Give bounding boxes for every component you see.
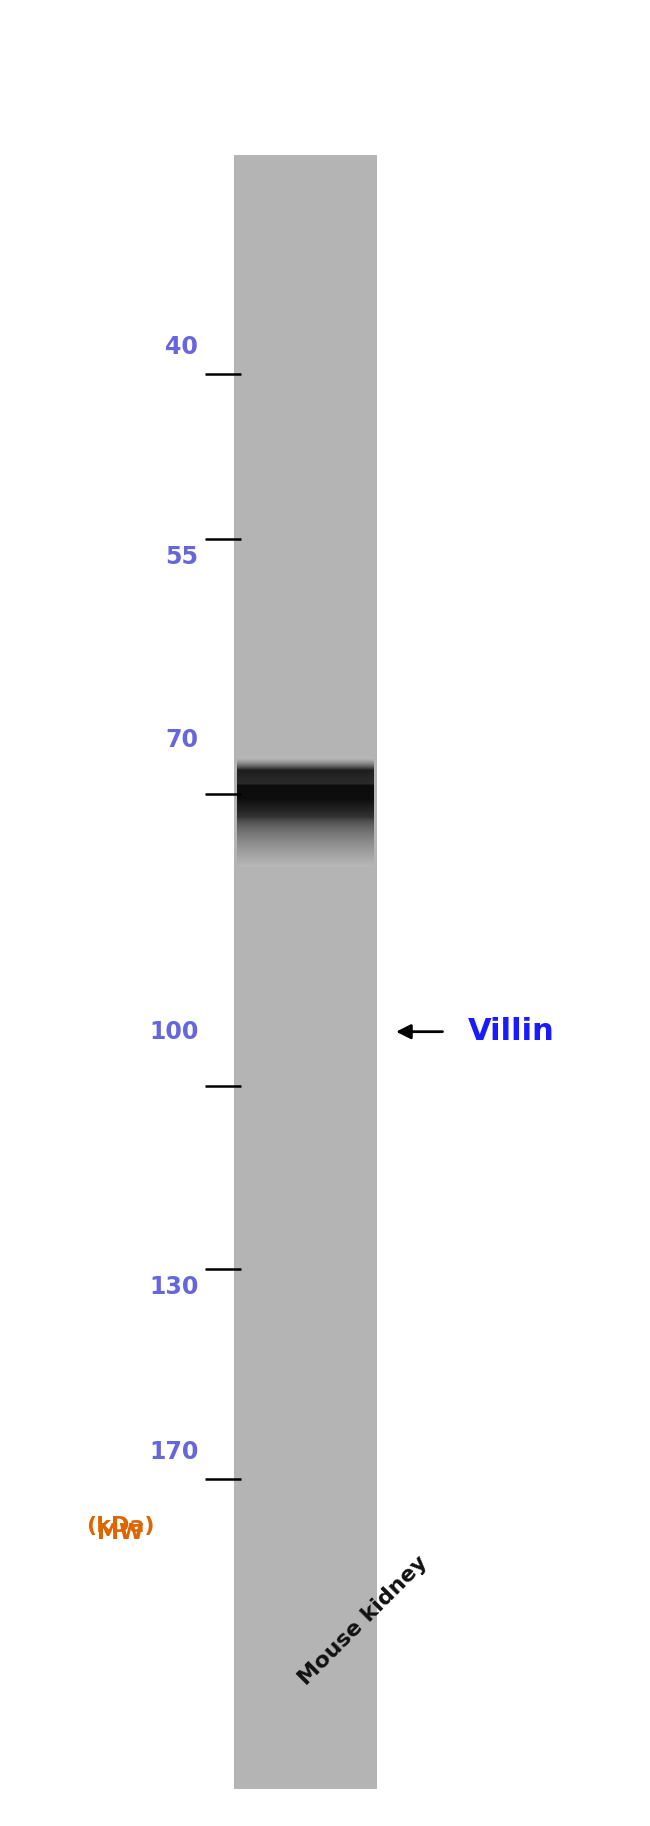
Text: (kDa): (kDa) — [86, 1516, 155, 1536]
Text: 55: 55 — [165, 544, 198, 570]
Text: 130: 130 — [149, 1275, 198, 1300]
Text: 40: 40 — [165, 334, 198, 360]
Text: 170: 170 — [149, 1439, 198, 1464]
Bar — [234, 155, 377, 1789]
Text: 70: 70 — [165, 727, 198, 752]
Text: 100: 100 — [149, 1019, 198, 1044]
Text: Mouse kidney: Mouse kidney — [294, 1552, 431, 1689]
Text: Villin: Villin — [468, 1017, 554, 1046]
Text: MW: MW — [97, 1523, 144, 1543]
